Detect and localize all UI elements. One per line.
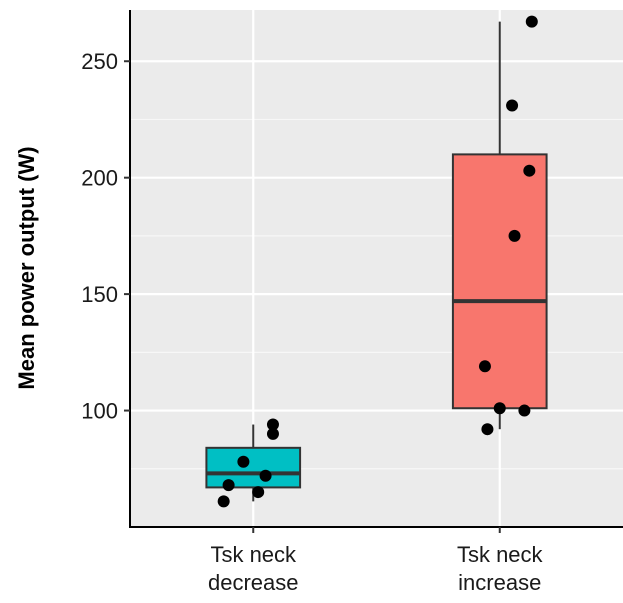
data-point [259, 469, 272, 482]
y-tick-label: 250 [81, 49, 118, 74]
data-point [506, 99, 519, 112]
box-iqr [451, 153, 548, 410]
data-point [237, 455, 250, 468]
data-point [217, 495, 230, 508]
x-tick-label-line2: decrease [208, 570, 299, 595]
y-tick-label: 200 [81, 166, 118, 191]
x-tick-label-line1: Tsk neck [210, 542, 297, 567]
data-point [266, 427, 279, 440]
y-axis-ticks: 100 150 200 250 [81, 49, 130, 424]
data-point [523, 164, 536, 177]
data-point [493, 402, 506, 415]
box-iqr [205, 446, 302, 489]
y-tick-label: 150 [81, 282, 118, 307]
data-point [525, 15, 538, 28]
y-axis-title: Mean power output (W) [14, 146, 39, 389]
y-tick-label: 100 [81, 399, 118, 424]
data-point [508, 229, 521, 242]
points-layer [217, 15, 538, 508]
boxes-layer [205, 21, 548, 502]
data-point [222, 479, 235, 492]
plot-panel [130, 10, 623, 527]
data-point [518, 404, 531, 417]
data-point [266, 418, 279, 431]
data-point [252, 486, 265, 499]
data-point [481, 423, 494, 436]
x-tick-label-line1: Tsk neck [457, 542, 544, 567]
x-axis-ticks: Tsk neck decrease Tsk neck increase [208, 527, 544, 595]
x-tick-label-line2: increase [458, 570, 541, 595]
data-point [478, 360, 491, 373]
